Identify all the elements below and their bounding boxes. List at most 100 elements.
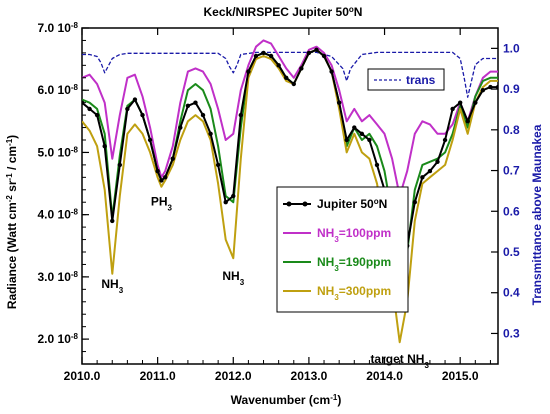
series-point xyxy=(125,106,130,112)
series-point xyxy=(238,112,244,118)
y-tick-label: 5.0 10-8 xyxy=(38,145,79,160)
chart-title: Keck/NIRSPEC Jupiter 50oN xyxy=(204,5,363,20)
series-point xyxy=(336,100,342,105)
series-point xyxy=(132,97,138,102)
series-point xyxy=(268,53,274,59)
plot-frame xyxy=(81,27,499,365)
series-point xyxy=(299,66,304,71)
y-tick-mantissa: 7.0 10 xyxy=(38,21,72,35)
series-point xyxy=(193,100,198,105)
series-point xyxy=(102,144,107,149)
series-point xyxy=(253,53,259,59)
x-tick-label: 2014.0 xyxy=(366,369,403,383)
annotation-text: PH xyxy=(151,194,168,208)
y-tick-exponent: -8 xyxy=(71,332,79,341)
series-point xyxy=(359,131,365,136)
series-point xyxy=(321,53,327,59)
legend-label-text: NH xyxy=(317,255,334,269)
series-point xyxy=(163,175,168,180)
legend-label-tail: N xyxy=(379,197,388,211)
legend-label-sub: 3 xyxy=(334,293,339,302)
series-point xyxy=(480,88,486,93)
x-axis-title-tail: ) xyxy=(337,393,341,407)
chart-title-text: Keck/NIRSPEC Jupiter 50 xyxy=(204,5,350,19)
legend-label-text: NH xyxy=(317,284,334,298)
series-point xyxy=(140,112,145,118)
series-point xyxy=(155,168,160,174)
annotation-3: target NH3 xyxy=(370,352,429,370)
legend-label-1: NH3=100ppm xyxy=(317,226,391,244)
legend-label-sub: 3 xyxy=(334,264,339,273)
legend-label-2: NH3=190ppm xyxy=(317,255,391,273)
series-point xyxy=(284,75,289,80)
annotation-text: target NH xyxy=(370,352,424,366)
series-point xyxy=(159,178,164,183)
series-point xyxy=(117,162,123,168)
series-point xyxy=(261,50,266,56)
y-tick-mantissa: 2.0 10 xyxy=(38,332,72,346)
trans-legend-box xyxy=(367,68,445,91)
annotation-subscript: 3 xyxy=(119,286,124,295)
y2-tick-label: 1.0 xyxy=(503,41,520,55)
y-tick-exponent: -8 xyxy=(71,145,79,154)
y-axis-title-part-4: / cm xyxy=(5,146,19,173)
legend-label-3: NH3=300ppm xyxy=(317,284,391,302)
series-point xyxy=(450,106,455,112)
series-point xyxy=(374,162,380,168)
y-axis-title-part-6: ) xyxy=(5,135,19,139)
chart-title-tail: N xyxy=(354,5,363,19)
y2-tick-label: 0.3 xyxy=(503,326,520,340)
y2-tick-label: 0.8 xyxy=(503,123,520,137)
series-point xyxy=(352,125,357,130)
y-tick-exponent: -8 xyxy=(71,21,79,30)
series-point xyxy=(223,200,228,205)
series-line-4 xyxy=(82,51,498,98)
x-tick-label: 2015.0 xyxy=(442,369,479,383)
y2-tick-label: 0.7 xyxy=(503,164,520,178)
series-layer xyxy=(82,39,498,344)
legend-label-sup: o xyxy=(374,197,379,206)
legend-label-tail: =100ppm xyxy=(339,226,391,240)
x-axis-title-text: Wavenumber (cm xyxy=(231,393,331,407)
series-point xyxy=(147,137,153,143)
legend-label-tail: =190ppm xyxy=(339,255,391,269)
series-point xyxy=(185,103,191,108)
y-axis-title-part-2: sr xyxy=(5,180,19,195)
series-point xyxy=(412,200,417,205)
y2-tick-label: 0.9 xyxy=(503,82,520,96)
series-point xyxy=(231,193,236,199)
series-point xyxy=(442,137,448,143)
y-axis-title-part-5: -1 xyxy=(5,138,14,146)
y-tick-mantissa: 4.0 10 xyxy=(38,208,72,222)
y-axis-title-left: Radiance (Watt cm-2 sr-1 / cm-1) xyxy=(5,135,20,309)
annotation-subscript: 3 xyxy=(424,360,429,369)
legend-marker xyxy=(286,201,292,207)
series-point xyxy=(465,119,470,124)
annotation-text: NH xyxy=(101,277,118,291)
annotation-1: PH3 xyxy=(151,194,173,212)
series-point xyxy=(427,168,433,174)
annotation-subscript: 3 xyxy=(240,278,245,287)
series-point xyxy=(457,100,463,105)
y-axis-title-part-1: -2 xyxy=(5,195,14,203)
series-point xyxy=(473,100,478,105)
series-point xyxy=(488,84,493,90)
y-tick-label: 6.0 10-8 xyxy=(38,83,79,98)
series-point xyxy=(420,175,425,180)
y-axis-title-part-0: Radiance (Watt cm xyxy=(5,202,19,309)
series-point xyxy=(246,69,251,74)
series-point xyxy=(306,50,312,56)
trans-legend-label: trans xyxy=(406,73,436,87)
y-tick-exponent: -8 xyxy=(71,207,79,216)
legend-label-sub: 3 xyxy=(334,235,339,244)
y-tick-mantissa: 5.0 10 xyxy=(38,145,72,159)
x-axis-title-exponent: -1 xyxy=(330,393,338,402)
x-axis-title: Wavenumber (cm-1) xyxy=(231,393,342,408)
series-point xyxy=(329,69,334,74)
y-tick-label: 4.0 10-8 xyxy=(38,207,79,222)
y-axis-right: 0.3 0.4 0.5 0.6 0.7 0.8 0.9 1.0 xyxy=(491,41,520,340)
series-point xyxy=(94,112,100,118)
y-tick-exponent: -8 xyxy=(71,269,79,278)
